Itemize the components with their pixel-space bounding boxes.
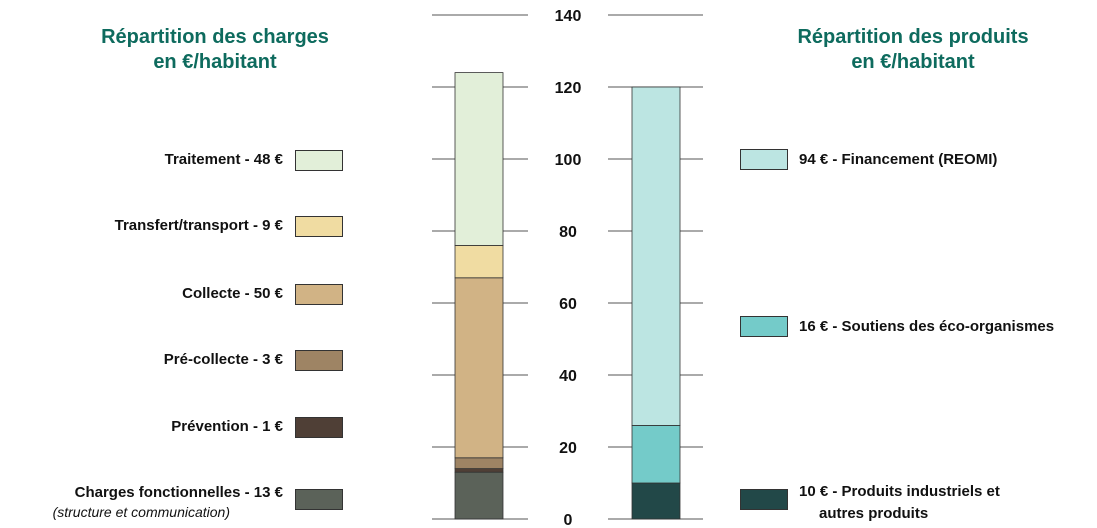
y-tick-label-40: 40	[559, 368, 577, 385]
charges-title-line2: en €/habitant	[153, 51, 277, 73]
bar-segment-produits-2	[631, 86, 681, 426]
legend-label-pre-collecte: Pré-collecte - 3 €	[163, 351, 283, 368]
legend-swatch-collecte	[295, 284, 343, 305]
bar-segment-charges-4	[454, 244, 504, 279]
y-tick-label-140: 140	[555, 8, 582, 25]
legend-label-transfert: Transfert/transport - 9 €	[114, 217, 283, 234]
y-tick-label-80: 80	[559, 224, 577, 241]
bar-segment-charges-1	[454, 468, 504, 473]
legend-note-autres-produits: autres produits	[819, 505, 929, 522]
legend-swatch-charges-fonctionnelles	[295, 489, 343, 510]
legend-note-structure: (structure et communication)	[52, 504, 230, 520]
legend-label-charges-fonctionnelles: Charges fonctionnelles - 13 €	[74, 484, 283, 501]
legend-label-collecte: Collecte - 50 €	[182, 285, 283, 302]
bar-segment-charges-2	[454, 457, 504, 469]
legend-swatch-pre-collecte	[295, 350, 343, 371]
legend-label-soutiens: 16 € - Soutiens des éco-organismes	[799, 318, 1055, 335]
legend-swatch-transfert	[295, 216, 343, 237]
legend-swatch-prevention	[295, 417, 343, 438]
legend-label-financement: 94 € - Financement (REOMI)	[799, 151, 998, 168]
bar-segment-charges-0	[454, 471, 504, 520]
y-tick-label-100: 100	[555, 152, 582, 169]
y-tick-label-0: 0	[564, 512, 573, 528]
produits-title: Répartition des produits en €/habitant	[768, 25, 1058, 75]
y-tick-label-60: 60	[559, 296, 577, 313]
legend-label-traitement: Traitement - 48 €	[164, 151, 283, 168]
charges-title-line1: Répartition des charges	[101, 26, 329, 48]
legend-label-produits-industriels: 10 € - Produits industriels et	[799, 483, 1000, 500]
legend-swatch-produits-industriels	[740, 489, 788, 510]
bar-segment-charges-3	[454, 277, 504, 459]
legend-label-prevention: Prévention - 1 €	[171, 418, 283, 435]
y-tick-label-20: 20	[559, 440, 577, 457]
y-tick-label-120: 120	[555, 80, 582, 97]
charges-title: Répartition des charges en €/habitant	[70, 25, 360, 75]
bar-segment-produits-0	[631, 482, 681, 520]
legend-swatch-traitement	[295, 150, 343, 171]
bar-segment-charges-5	[454, 72, 504, 246]
produits-title-line2: en €/habitant	[851, 51, 975, 73]
legend-swatch-financement	[740, 149, 788, 170]
bar-segment-produits-1	[631, 424, 681, 484]
produits-title-line1: Répartition des produits	[797, 26, 1029, 48]
legend-swatch-soutiens	[740, 316, 788, 337]
